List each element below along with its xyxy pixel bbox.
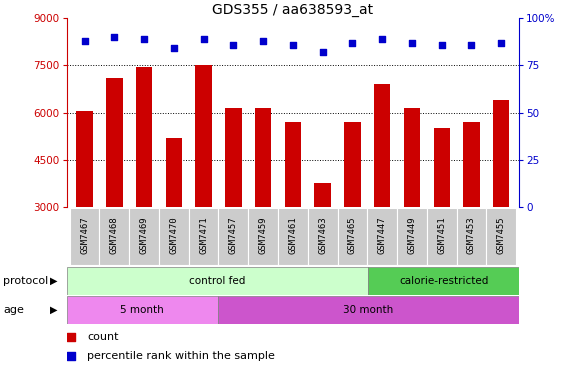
Point xyxy=(169,45,179,51)
Bar xyxy=(77,111,93,301)
Bar xyxy=(493,100,509,301)
Bar xyxy=(106,78,122,301)
Text: control fed: control fed xyxy=(189,276,246,286)
Bar xyxy=(67,296,218,324)
Text: 30 month: 30 month xyxy=(343,305,393,315)
Bar xyxy=(255,108,271,301)
Point xyxy=(80,38,89,44)
Bar xyxy=(427,208,456,265)
Text: GSM7465: GSM7465 xyxy=(348,216,357,254)
Point xyxy=(437,42,447,48)
Bar xyxy=(308,208,338,265)
Point xyxy=(378,36,387,42)
Text: percentile rank within the sample: percentile rank within the sample xyxy=(87,351,275,361)
Point xyxy=(329,251,339,257)
Bar xyxy=(314,183,331,301)
Bar xyxy=(397,208,427,265)
Bar xyxy=(338,208,367,265)
Text: GSM7471: GSM7471 xyxy=(199,216,208,254)
Bar xyxy=(285,122,301,301)
Bar xyxy=(67,267,368,295)
Point xyxy=(407,40,416,46)
Text: GSM7463: GSM7463 xyxy=(318,216,327,254)
Bar xyxy=(248,208,278,265)
Bar xyxy=(225,108,241,301)
Bar xyxy=(219,208,248,265)
Text: GSM7447: GSM7447 xyxy=(378,216,387,254)
Bar xyxy=(433,128,450,301)
Point xyxy=(467,42,476,48)
Bar xyxy=(188,208,219,265)
Bar xyxy=(70,208,99,265)
Bar xyxy=(278,208,308,265)
Point xyxy=(318,49,327,55)
Text: GSM7457: GSM7457 xyxy=(229,216,238,254)
Bar xyxy=(374,84,390,301)
Text: GSM7467: GSM7467 xyxy=(80,216,89,254)
Text: GSM7455: GSM7455 xyxy=(496,216,506,254)
Point xyxy=(199,36,208,42)
Text: age: age xyxy=(3,305,24,315)
Text: GSM7449: GSM7449 xyxy=(408,216,416,254)
Title: GDS355 / aa638593_at: GDS355 / aa638593_at xyxy=(212,3,374,17)
Point xyxy=(288,42,298,48)
Text: GSM7468: GSM7468 xyxy=(110,216,119,254)
Point xyxy=(139,36,148,42)
Bar xyxy=(166,138,182,301)
Text: 5 month: 5 month xyxy=(120,305,164,315)
Bar xyxy=(99,208,129,265)
Bar xyxy=(136,67,153,301)
Bar xyxy=(218,296,519,324)
Bar xyxy=(345,122,361,301)
Text: GSM7461: GSM7461 xyxy=(288,216,298,254)
Text: calorie-restricted: calorie-restricted xyxy=(399,276,488,286)
Bar xyxy=(456,208,487,265)
Bar xyxy=(487,208,516,265)
Text: GSM7470: GSM7470 xyxy=(169,216,178,254)
Text: ▶: ▶ xyxy=(50,305,57,315)
Point xyxy=(110,34,119,40)
Text: GSM7453: GSM7453 xyxy=(467,216,476,254)
Text: GSM7459: GSM7459 xyxy=(259,216,267,254)
Point xyxy=(259,38,268,44)
Point xyxy=(348,40,357,46)
Bar xyxy=(404,108,420,301)
Bar xyxy=(195,66,212,301)
Bar xyxy=(368,267,519,295)
Bar xyxy=(463,122,480,301)
Text: ▶: ▶ xyxy=(50,276,57,286)
Text: protocol: protocol xyxy=(3,276,48,286)
Point xyxy=(496,40,506,46)
Bar xyxy=(159,208,188,265)
Text: count: count xyxy=(87,332,118,342)
Point xyxy=(229,42,238,48)
Text: GSM7451: GSM7451 xyxy=(437,216,446,254)
Bar xyxy=(129,208,159,265)
Point xyxy=(329,79,339,85)
Text: GSM7469: GSM7469 xyxy=(140,216,148,254)
Bar xyxy=(367,208,397,265)
